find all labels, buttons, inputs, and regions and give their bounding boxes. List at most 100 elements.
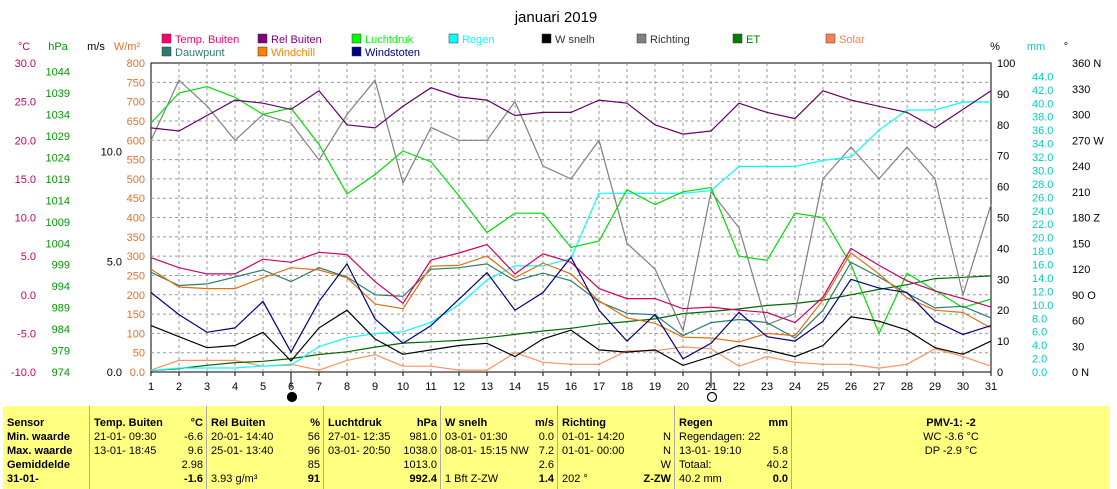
- wind-unit-label: m/s: [87, 41, 105, 53]
- temp-tick: -5.0: [17, 328, 36, 340]
- series-line-luchtdruk: [150, 85, 992, 335]
- legend-label: Rel Buiten: [271, 34, 322, 46]
- solar-tick: 350: [127, 232, 145, 244]
- legend-swatch: [257, 33, 268, 44]
- temp-max-time: 13-01- 18:45: [94, 445, 157, 457]
- direction-tick: 330: [1072, 84, 1090, 96]
- temp-column: Temp. Buiten °C 21-01- 09:30 -6.6 13-01- 1…: [89, 406, 207, 489]
- temp-tick: -10.0: [11, 367, 36, 379]
- wind-tick: 5.0: [107, 257, 122, 269]
- legend-label: Windchill: [271, 47, 315, 59]
- legend-swatch: [825, 33, 836, 44]
- temp-tick: 30.0: [15, 58, 36, 70]
- legend-label: Solar: [839, 34, 865, 46]
- rain-tick: 30.0: [1032, 165, 1053, 177]
- temp-tick: 25.0: [15, 97, 36, 109]
- legend: Temp. Buiten Rel Buiten Luchtdruk Regen W sn…: [161, 33, 865, 59]
- pmv-column: PMV-1: -2 WC -3.6 °C DP -2.9 °C: [791, 406, 1110, 489]
- direction-degrees: 202 °: [562, 473, 588, 485]
- x-tick-label: 28: [901, 381, 913, 393]
- humidity-tick: 0: [997, 367, 1003, 379]
- wind-header: W snelh: [445, 417, 488, 429]
- x-tick-label: 16: [565, 381, 577, 393]
- series-line-w-snelh: [150, 309, 992, 367]
- wind-min-time: 03-01- 01:30: [445, 431, 508, 443]
- x-tick-label: 3: [204, 381, 210, 393]
- series-line-temp-buiten: [150, 243, 992, 324]
- rain-tick: 36.0: [1032, 125, 1053, 137]
- pressure-tick: 1044: [46, 67, 70, 79]
- x-tick-label: 8: [344, 381, 350, 393]
- solar-tick: 400: [127, 213, 145, 225]
- legend-swatch: [257, 46, 268, 57]
- direction-tick: 60: [1072, 316, 1084, 328]
- direction-max-value: N: [663, 445, 671, 457]
- solar-tick: 800: [127, 58, 145, 70]
- temp-tick: 10.0: [15, 213, 36, 225]
- direction-tick: 300: [1072, 110, 1090, 122]
- wind-min-value: 0.0: [538, 431, 554, 443]
- x-tick-label: 13: [481, 381, 493, 393]
- wind-avg: 2.6: [538, 459, 554, 471]
- x-tick-label: 2: [176, 381, 182, 393]
- temp-unit-label: °C: [18, 41, 30, 53]
- legend-swatch: [351, 33, 362, 44]
- humidity-unit-label: %: [990, 41, 1000, 53]
- series-line-windchill: [150, 252, 992, 343]
- solar-tick: 550: [127, 155, 145, 167]
- solar-tick: 650: [127, 116, 145, 128]
- x-tick-label: 12: [453, 381, 465, 393]
- pressure-tick: 994: [52, 281, 70, 293]
- x-tick-label: 14: [509, 381, 521, 393]
- rain-tick: 26.0: [1032, 192, 1053, 204]
- series-line-rel-buiten: [150, 87, 992, 135]
- rain-column: Regen mm Regendagen: 22 13-01- 19:10 5.8 T…: [674, 406, 792, 489]
- rain-tick: 40.0: [1032, 98, 1053, 110]
- rain-month-total: 40.2 mm: [679, 473, 722, 485]
- rain-tick: 28.0: [1032, 179, 1053, 191]
- wind-tick: 0.0: [107, 367, 122, 379]
- pressure-header: Luchtdruk: [328, 417, 382, 429]
- pressure-tick: 989: [52, 303, 70, 315]
- humidity-tick: 100: [997, 58, 1015, 70]
- legend-label: Regen: [462, 34, 494, 46]
- temp-max-value: 9.6: [187, 445, 203, 457]
- solar-unit-label: W/m²: [114, 41, 141, 53]
- humidity-tick: 60: [997, 182, 1009, 194]
- x-tick-label: 29: [929, 381, 941, 393]
- rain-tick: 18.0: [1032, 246, 1053, 258]
- pressure-max-time: 03-01- 20:50: [328, 445, 391, 457]
- rain-tick: 22.0: [1032, 219, 1053, 231]
- x-tick-label: 31: [985, 381, 997, 393]
- rain-tick: 24.0: [1032, 206, 1053, 218]
- rain-max-value: 5.8: [772, 445, 788, 457]
- rain-current: 0.0: [772, 473, 788, 485]
- rain-tick: 0.0: [1032, 367, 1047, 379]
- direction-tick: 360 N: [1072, 58, 1101, 70]
- x-tick-label: 15: [537, 381, 549, 393]
- min-label: Min. waarde: [7, 431, 70, 443]
- x-tick-label: 26: [845, 381, 857, 393]
- solar-tick: 50: [133, 348, 145, 360]
- chart-title: januari 2019: [514, 9, 598, 26]
- x-tick-label: 24: [789, 381, 801, 393]
- temp-current: -1.6: [184, 473, 203, 485]
- legend-label: Temp. Buiten: [175, 34, 239, 46]
- y-ticks: 30.0 25.0 20.0 15.0 10.0 5.0 0.0 -5.0 -10.0 1044 1…: [11, 58, 1104, 379]
- humidity-tick: 30: [997, 274, 1009, 286]
- grid: [150, 62, 992, 373]
- direction-tick: 150: [1072, 238, 1090, 250]
- legend-label: Windstoten: [365, 47, 420, 59]
- rel-min-time: 20-01- 14:40: [211, 431, 274, 443]
- rel-current: 91: [307, 473, 320, 485]
- statistics-table: Sensor Min. waarde Max. waarde Gemiddeld…: [3, 406, 1109, 489]
- series-line-dauwpunt: [150, 261, 992, 339]
- wind-tick: 10.0: [101, 146, 122, 158]
- x-tick-label: 23: [761, 381, 773, 393]
- pressure-unit: hPa: [416, 417, 437, 429]
- direction-tick: 270 W: [1072, 135, 1104, 147]
- rain-max-time: 13-01- 19:10: [679, 445, 742, 457]
- humidity-tick: 90: [997, 89, 1009, 101]
- rel-absolute-humidity: 3.93 g/m³: [211, 473, 258, 485]
- legend-swatch: [448, 33, 459, 44]
